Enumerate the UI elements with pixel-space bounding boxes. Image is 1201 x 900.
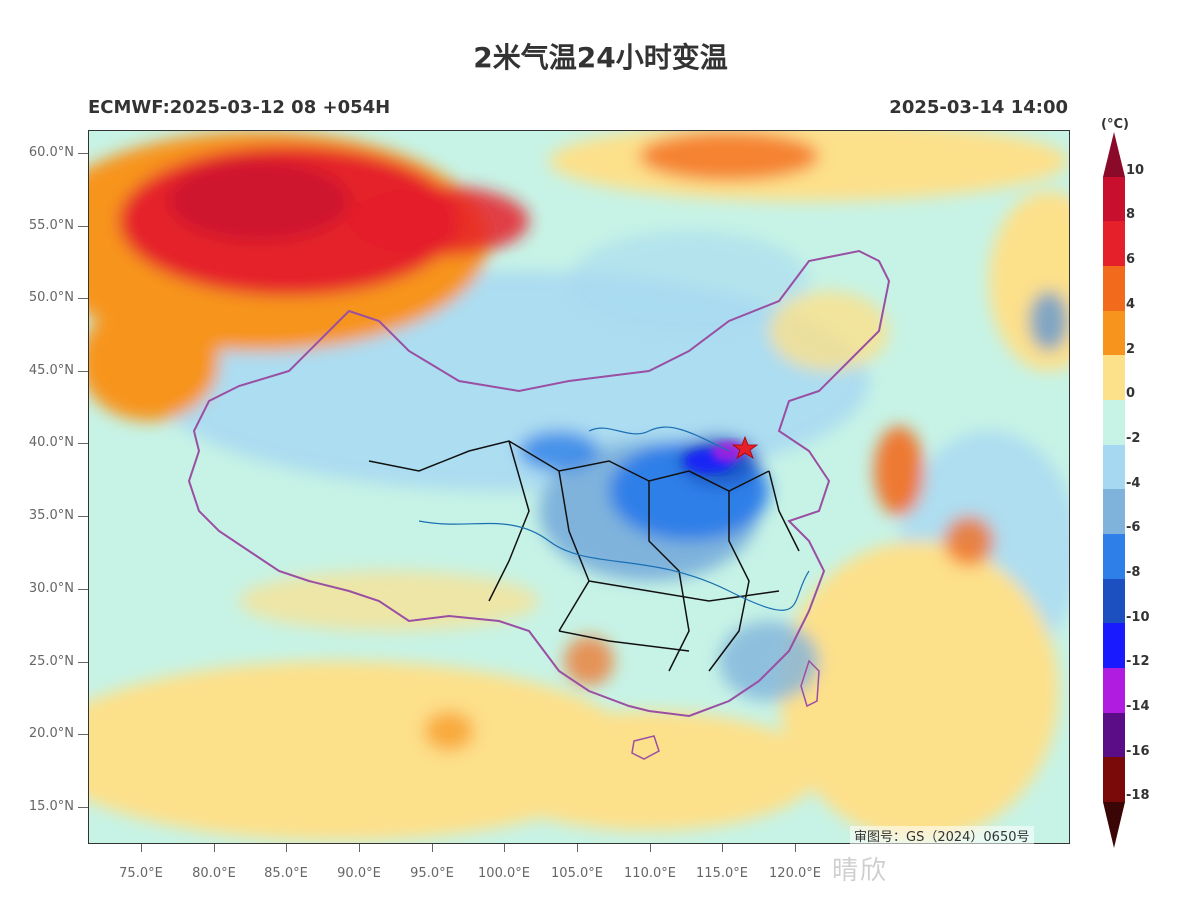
colorbar-swatch xyxy=(1103,623,1125,668)
colorbar-swatch xyxy=(1103,713,1125,757)
colorbar-swatch xyxy=(1103,445,1125,489)
lat-tick-mark xyxy=(78,807,88,808)
lon-tick-label: 115.0°E xyxy=(696,866,748,881)
colorbar-swatch xyxy=(1103,400,1125,445)
lat-tick-label: 20.0°N xyxy=(28,726,74,741)
lat-tick-label: 40.0°N xyxy=(28,435,74,450)
valid-time-label: 2025-03-14 14:00 xyxy=(889,97,1068,118)
hainan-island xyxy=(631,735,660,760)
lat-tick-mark xyxy=(78,298,88,299)
lon-tick-label: 80.0°E xyxy=(192,866,236,881)
lon-tick-label: 110.0°E xyxy=(624,866,676,881)
colorbar-swatch xyxy=(1103,668,1125,713)
lon-tick-mark xyxy=(359,844,360,852)
lat-tick-label: 55.0°N xyxy=(28,218,74,233)
lon-tick-mark xyxy=(722,844,723,852)
lat-tick-label: 45.0°N xyxy=(28,363,74,378)
lat-tick-mark xyxy=(78,662,88,663)
lon-tick-mark xyxy=(214,844,215,852)
colorbar-swatch xyxy=(1103,311,1125,355)
province-boundaries xyxy=(368,440,800,672)
lat-tick-label: 60.0°N xyxy=(28,145,74,160)
colorbar-swatch xyxy=(1103,221,1125,266)
lon-tick-mark xyxy=(432,844,433,852)
lon-tick-mark xyxy=(795,844,796,852)
map-title: 2米气温24小时变温 xyxy=(473,41,728,74)
colorbar-label: -18 xyxy=(1126,788,1150,803)
colorbar-label: 2 xyxy=(1126,342,1136,357)
lon-tick-mark xyxy=(286,844,287,852)
lon-tick-label: 105.0°E xyxy=(551,866,603,881)
lat-tick-mark xyxy=(78,443,88,444)
colorbar-swatch xyxy=(1103,579,1125,623)
legend-unit: (°C) xyxy=(1101,117,1129,132)
star-marker xyxy=(731,435,759,459)
lon-tick-label: 100.0°E xyxy=(478,866,530,881)
colorbar xyxy=(1103,132,1125,848)
lat-tick-label: 15.0°N xyxy=(28,799,74,814)
lat-tick-mark xyxy=(78,516,88,517)
colorbar-label: -2 xyxy=(1126,431,1141,446)
colorbar-label: -4 xyxy=(1126,476,1141,491)
lat-tick-label: 35.0°N xyxy=(28,508,74,523)
colorbar-swatch xyxy=(1103,355,1125,400)
lon-tick-label: 90.0°E xyxy=(337,866,381,881)
china-border xyxy=(187,249,891,718)
lon-tick-mark xyxy=(577,844,578,852)
colorbar-label: 0 xyxy=(1126,386,1136,401)
colorbar-label: -8 xyxy=(1126,565,1141,580)
colorbar-label: 8 xyxy=(1126,207,1136,222)
colorbar-swatch xyxy=(1103,177,1125,221)
lon-tick-mark xyxy=(650,844,651,852)
taiwan-island xyxy=(800,659,820,708)
lat-tick-mark xyxy=(78,226,88,227)
lat-tick-mark xyxy=(78,153,88,154)
lat-tick-label: 25.0°N xyxy=(28,654,74,669)
colorbar-label: -10 xyxy=(1126,610,1150,625)
rivers xyxy=(418,426,810,611)
colorbar-label: 6 xyxy=(1126,252,1136,267)
temperature-change-map xyxy=(88,130,1070,844)
colorbar-label: -6 xyxy=(1126,520,1141,535)
lon-tick-label: 75.0°E xyxy=(119,866,163,881)
colorbar-top-arrow xyxy=(1103,132,1125,177)
colorbar-bottom-arrow xyxy=(1103,802,1125,848)
lon-tick-label: 95.0°E xyxy=(410,866,454,881)
watermark-text: 晴欣 xyxy=(832,856,889,886)
lon-tick-label: 85.0°E xyxy=(264,866,308,881)
lat-tick-label: 50.0°N xyxy=(28,290,74,305)
lon-tick-mark xyxy=(141,844,142,852)
colorbar-swatch xyxy=(1103,534,1125,579)
map-approval-number: 审图号：GS（2024）0650号 xyxy=(850,826,1034,845)
colorbar-label: 4 xyxy=(1126,297,1136,312)
colorbar-swatch xyxy=(1103,757,1125,802)
model-run-label: ECMWF:2025-03-12 08 +054H xyxy=(88,97,391,118)
lon-tick-label: 120.0°E xyxy=(769,866,821,881)
colorbar-label: -12 xyxy=(1126,654,1150,669)
lat-tick-mark xyxy=(78,589,88,590)
lat-tick-label: 30.0°N xyxy=(28,581,74,596)
colorbar-swatch xyxy=(1103,489,1125,534)
lat-tick-mark xyxy=(78,734,88,735)
colorbar-label: -14 xyxy=(1126,699,1150,714)
lon-tick-mark xyxy=(504,844,505,852)
colorbar-label: -16 xyxy=(1126,744,1150,759)
lat-tick-mark xyxy=(78,371,88,372)
colorbar-label: 10 xyxy=(1126,163,1145,178)
colorbar-swatch xyxy=(1103,266,1125,311)
